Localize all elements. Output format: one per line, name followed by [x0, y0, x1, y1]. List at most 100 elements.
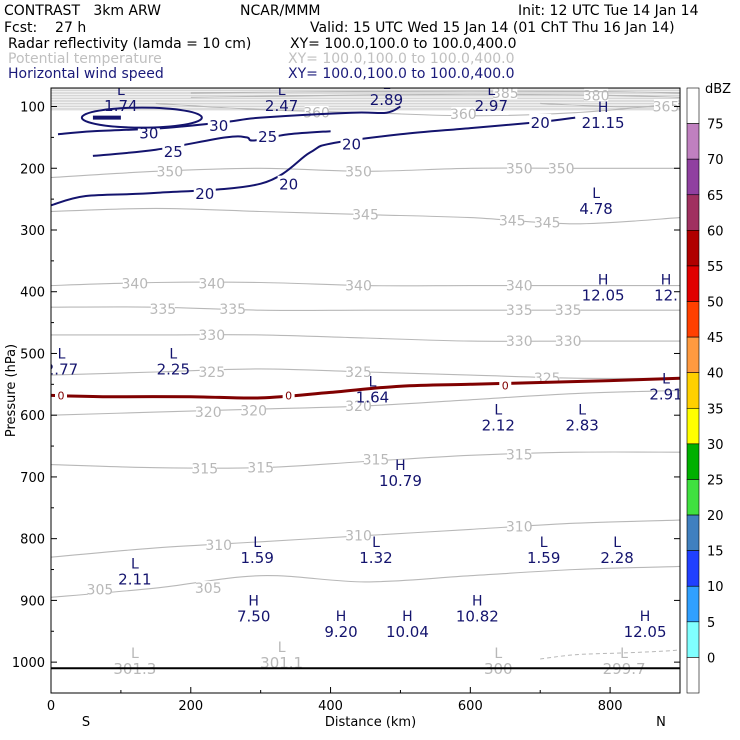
- high-marker: H: [395, 458, 406, 474]
- y-tick-label: 200: [20, 162, 45, 177]
- colorbar-level-label: 50: [707, 296, 724, 311]
- theta-contour-label: 345: [499, 214, 526, 230]
- extremum-value: 2.89: [370, 91, 403, 109]
- colorbar-unit-label: dBZ: [705, 82, 731, 97]
- model-label: CONTRAST 3km ARW: [4, 3, 162, 19]
- theta-label-bg: [157, 164, 182, 178]
- extremum-value: 2.77: [45, 361, 78, 379]
- theta-contour-label: 325: [198, 365, 225, 381]
- plot-content: 305 305 310 310 310 315 315 315 315 320 320 320 325 3…: [45, 83, 682, 678]
- low-marker: L: [58, 347, 66, 363]
- low-marker: L: [278, 83, 286, 99]
- fcst-label: Fcst: 27 h: [4, 20, 87, 36]
- colorbar-swatch: [686, 158, 700, 196]
- high-marker: H: [402, 609, 413, 625]
- theta-label-bg: [346, 278, 371, 292]
- wind-label-bg: [207, 117, 230, 133]
- theta-label-bg: [150, 302, 175, 316]
- extremum-value: 9.20: [324, 623, 357, 641]
- theta-contour-label: 335: [555, 303, 582, 319]
- colorbar-level-label: 20: [707, 509, 724, 524]
- extremum-value: 12.05: [582, 287, 625, 305]
- field-theta-xy: XY= 100.0,100.0 to 100.0,400.0: [288, 51, 515, 67]
- colorbar-swatch: [686, 585, 700, 623]
- theta-contour-label: 380: [583, 88, 610, 104]
- theta-contour-330: [51, 334, 680, 342]
- wind-contour-label: 20: [531, 114, 550, 132]
- theta-contour-label: 350: [506, 161, 533, 177]
- colorbar-level-label: 0: [707, 651, 715, 666]
- theta-label-bg: [493, 88, 518, 99]
- y-tick-label: 500: [20, 347, 45, 362]
- theta-label-bg: [346, 398, 371, 412]
- theta-contour-label: 330: [555, 334, 582, 350]
- y-tick-label: 800: [20, 533, 45, 548]
- theta-contour-label: 350: [548, 161, 575, 177]
- x-axis-title: Distance (km): [325, 715, 416, 730]
- theta-label-bg: [353, 207, 378, 221]
- wind-label-bg: [193, 184, 216, 200]
- theta-contour-label: 310: [205, 538, 232, 554]
- extremum-value: 2.91: [649, 385, 682, 403]
- theta-contour-label: 315: [247, 461, 274, 477]
- y-tick-label: 600: [20, 409, 45, 424]
- extremum-value: 2.28: [600, 549, 633, 567]
- colorbar-swatch: [686, 87, 700, 124]
- theta-contour-label: 335: [506, 303, 533, 319]
- colorbar-swatch: [686, 621, 700, 658]
- theta-label-bg: [346, 364, 371, 378]
- low-marker: L: [613, 535, 621, 551]
- theta-contour-label: 365: [653, 100, 680, 116]
- extremum-value: 2.47: [265, 97, 298, 115]
- low-marker: L: [487, 83, 495, 99]
- theta-contour-label: 330: [506, 334, 533, 350]
- extremum-value: 1.32: [359, 549, 392, 567]
- high-marker: H: [472, 594, 483, 610]
- low-marker: L: [278, 640, 286, 656]
- theta-label-bg: [346, 164, 371, 178]
- theta-label-bg: [199, 327, 224, 341]
- x-end-label-south: S: [82, 715, 90, 730]
- wind-contour-label: 20: [195, 185, 214, 203]
- theta-contour-label: 340: [121, 277, 148, 293]
- theta-label-bg: [535, 215, 560, 229]
- x-tick-label: 600: [458, 699, 483, 714]
- theta-contour-label: 335: [149, 302, 176, 318]
- y-tick-label: 400: [20, 286, 45, 301]
- theta-label-bg: [507, 334, 532, 348]
- colorbar-swatch: [686, 336, 700, 374]
- high-marker: H: [336, 609, 347, 625]
- theta-label-bg: [206, 537, 231, 551]
- theta-label-bg: [556, 303, 581, 317]
- wind-label-bg: [162, 142, 185, 158]
- colorbar-level-label: 15: [707, 545, 724, 560]
- freezing-line-label: 0: [58, 389, 65, 402]
- freezing-label-bg: [282, 388, 295, 402]
- extremum-value: 21.15: [582, 114, 625, 132]
- extremum-value: 4.78: [579, 200, 612, 218]
- wind-contour-25: [92, 130, 331, 157]
- theta-label-bg: [220, 302, 245, 316]
- low-marker: L: [620, 646, 628, 662]
- colorbar-swatch: [686, 194, 700, 231]
- low-marker: L: [494, 646, 502, 662]
- theta-contour-label: 345: [534, 216, 561, 232]
- extremum-value: 12.: [654, 287, 678, 305]
- low-marker: L: [592, 186, 600, 202]
- colorbar-swatch: [686, 407, 700, 445]
- theta-label-bg: [241, 403, 266, 417]
- extremum-value: 10.04: [386, 623, 429, 641]
- extremum-value: 2.83: [565, 416, 598, 434]
- extremum-value: 1.74: [104, 97, 137, 115]
- x-tick-label: 400: [318, 699, 343, 714]
- freezing-line-label: 0: [285, 389, 292, 402]
- theta-label-bg: [507, 519, 532, 533]
- y-tick-label: 900: [20, 594, 45, 609]
- theta-label-bg: [507, 161, 532, 175]
- field-reflectivity-xy: XY= 100.0,100.0 to 100.0,400.0: [290, 36, 517, 52]
- valid-label: Valid: 15 UTC Wed 15 Jan 14 (01 ChT Thu …: [310, 20, 675, 36]
- theta-contour-label: 310: [506, 519, 533, 535]
- plot-frame: [50, 87, 681, 694]
- theta-contour-label: 315: [191, 461, 218, 477]
- wind-contour-30: [57, 105, 401, 136]
